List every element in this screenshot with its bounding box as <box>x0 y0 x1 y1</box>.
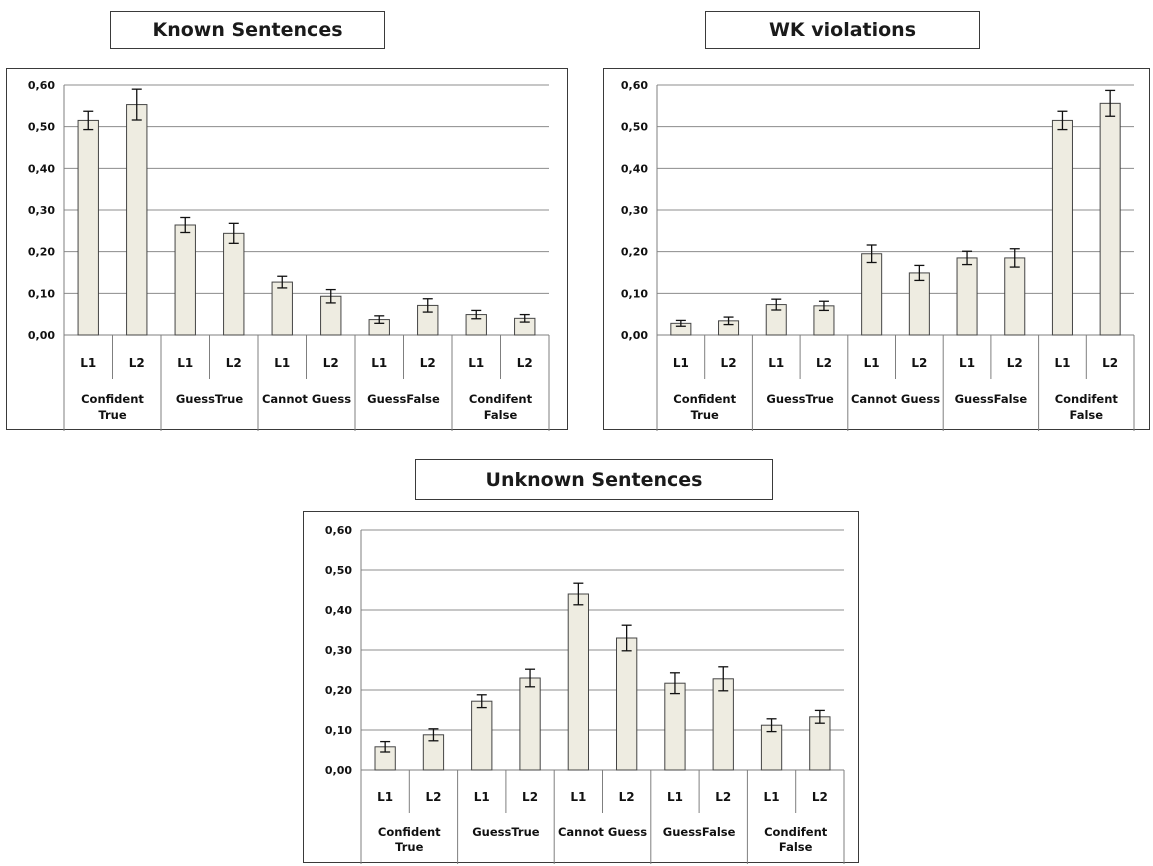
bar <box>861 253 883 336</box>
group-label: Confident <box>378 825 441 839</box>
group-label: True <box>395 840 423 854</box>
bar <box>616 637 638 771</box>
chart-unknown-sentences: 0,00 0,10 0,20 0,30 0,40 0,50 0,60 L1 L2 L1 L2 L1 L2… <box>303 511 859 864</box>
category-label: L2 <box>425 790 441 804</box>
chart-title-wk-violations: WK violations <box>705 11 980 49</box>
category-label: L1 <box>570 790 586 804</box>
group-label: False <box>484 408 518 422</box>
bar <box>1004 257 1026 336</box>
bar <box>1051 119 1073 336</box>
group-label: Condifent <box>1055 392 1119 406</box>
category-label: L2 <box>226 356 242 370</box>
group-label: False <box>779 840 813 854</box>
group-label: GuessTrue <box>472 825 540 839</box>
y-tick-label: 0,10 <box>325 724 352 737</box>
category-label: L1 <box>673 356 689 370</box>
category-label: L1 <box>667 790 683 804</box>
category-label: L1 <box>764 790 780 804</box>
category-label: L1 <box>474 790 490 804</box>
chart-known-sentences: 0,00 0,10 0,20 0,30 0,40 0,50 0,60 L1 L2 L1 L2 L1 L2… <box>6 68 568 431</box>
y-tick-label: 0,60 <box>28 79 55 92</box>
category-label: L1 <box>1054 356 1070 370</box>
bar <box>126 104 148 336</box>
group-label: GuessFalse <box>955 392 1028 406</box>
group-label: Condifent <box>469 392 533 406</box>
y-tick-label: 0,00 <box>28 329 55 342</box>
y-tick-label: 0,20 <box>325 684 352 697</box>
bar <box>223 232 245 336</box>
category-label: L2 <box>129 356 145 370</box>
y-tick-label: 0,20 <box>28 246 55 259</box>
y-tick-label: 0,50 <box>325 564 352 577</box>
bar <box>77 119 99 336</box>
y-tick-label: 0,60 <box>325 524 352 537</box>
y-tick-label: 0,40 <box>325 604 352 617</box>
bar <box>908 272 930 336</box>
bar <box>271 281 293 336</box>
y-tick-label: 0,20 <box>621 246 648 259</box>
group-label: GuessTrue <box>176 392 244 406</box>
category-label: L1 <box>959 356 975 370</box>
group-label: Confident <box>673 392 736 406</box>
category-label: L2 <box>1007 356 1023 370</box>
bar <box>809 716 831 771</box>
bar <box>956 257 978 336</box>
y-tick-label: 0,30 <box>621 204 648 217</box>
bar <box>567 593 589 771</box>
y-tick-label: 0,30 <box>28 204 55 217</box>
category-label: L2 <box>323 356 339 370</box>
group-label: True <box>98 408 126 422</box>
category-label: L1 <box>864 356 880 370</box>
group-label: False <box>1070 408 1104 422</box>
group-label: GuessTrue <box>766 392 834 406</box>
category-label: L2 <box>715 790 731 804</box>
bar <box>712 678 734 771</box>
y-tick-label: 0,40 <box>621 162 648 175</box>
category-label: L2 <box>619 790 635 804</box>
group-label: Cannot Guess <box>262 392 351 406</box>
chart-wk-violations: 0,00 0,10 0,20 0,30 0,40 0,50 0,60 L1 L2 L1 L2 L1 L2… <box>603 68 1150 431</box>
bar <box>519 677 541 771</box>
category-label: L2 <box>812 790 828 804</box>
category-label: L1 <box>768 356 784 370</box>
group-label: Cannot Guess <box>558 825 647 839</box>
group-label: True <box>691 408 719 422</box>
y-tick-label: 0,10 <box>28 287 55 300</box>
y-tick-label: 0,50 <box>621 121 648 134</box>
y-tick-label: 0,00 <box>621 329 648 342</box>
group-label: Cannot Guess <box>851 392 940 406</box>
y-tick-label: 0,40 <box>28 162 55 175</box>
group-label: GuessFalse <box>367 392 440 406</box>
category-label: L2 <box>721 356 737 370</box>
y-tick-label: 0,10 <box>621 287 648 300</box>
category-label: L2 <box>1102 356 1118 370</box>
chart-known-sentences-svg: 0,00 0,10 0,20 0,30 0,40 0,50 0,60 L1 L2 L1 L2 L1 L2… <box>28 79 550 431</box>
y-tick-label: 0,60 <box>621 79 648 92</box>
category-label: L2 <box>517 356 533 370</box>
chart-title-unknown-sentences: Unknown Sentences <box>415 459 773 500</box>
category-label: L1 <box>371 356 387 370</box>
chart-wk-violations-svg: 0,00 0,10 0,20 0,30 0,40 0,50 0,60 L1 L2 L1 L2 L1 L2… <box>621 79 1135 431</box>
category-label: L2 <box>522 790 538 804</box>
chart-title-known-sentences: Known Sentences <box>110 11 385 49</box>
y-tick-label: 0,50 <box>28 121 55 134</box>
category-label: L2 <box>420 356 436 370</box>
bar <box>471 700 493 771</box>
category-label: L2 <box>816 356 832 370</box>
bar <box>174 224 196 336</box>
category-label: L1 <box>177 356 193 370</box>
group-label: Condifent <box>764 825 828 839</box>
y-tick-label: 0,00 <box>325 764 352 777</box>
category-label: L1 <box>274 356 290 370</box>
group-label: Confident <box>81 392 144 406</box>
group-label: GuessFalse <box>663 825 736 839</box>
y-tick-label: 0,30 <box>325 644 352 657</box>
category-label: L1 <box>377 790 393 804</box>
bar <box>1099 102 1121 336</box>
bar <box>664 682 686 771</box>
category-label: L1 <box>80 356 96 370</box>
category-label: L2 <box>911 356 927 370</box>
category-label: L1 <box>468 356 484 370</box>
chart-unknown-sentences-svg: 0,00 0,10 0,20 0,30 0,40 0,50 0,60 L1 L2 L1 L2 L1 L2… <box>325 524 845 864</box>
